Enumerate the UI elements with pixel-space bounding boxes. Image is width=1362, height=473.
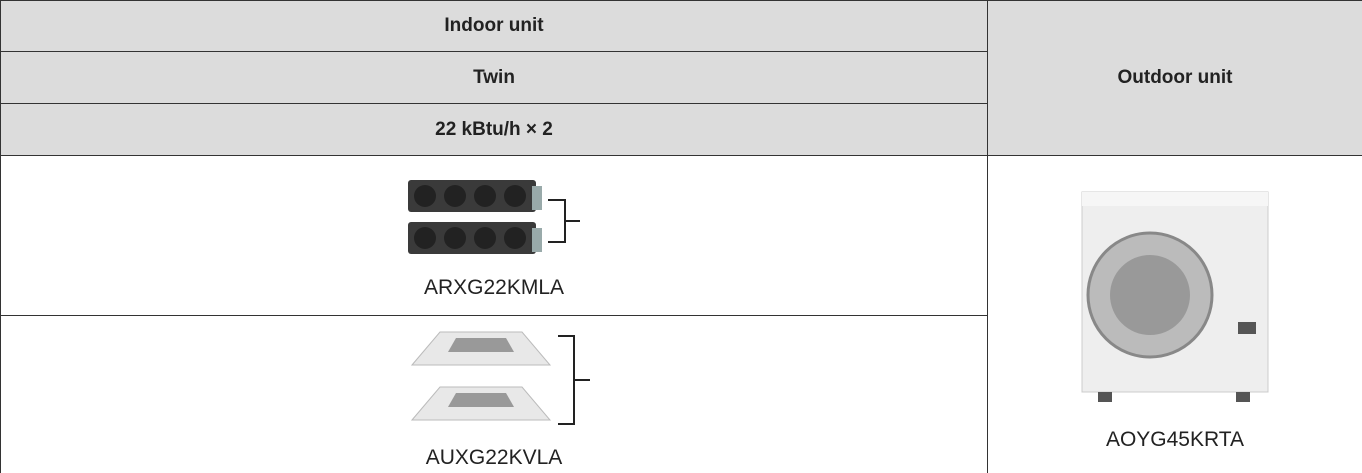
cassette-unit-icon [410,331,590,425]
row-cell [0,316,988,473]
header-type: Twin [0,51,988,103]
header-text: Twin [473,66,515,88]
model-label: AUXG22KVLA [425,446,563,469]
header-text: Indoor unit [444,15,544,36]
header-outdoor: Outdoor unit [988,0,1362,156]
header-indoor: Indoor unit [0,0,988,51]
header-text: 22 kBtu/h × 2 [435,118,553,140]
outdoor-unit-icon [1081,191,1269,402]
model-label: AOYG45KRTA [1105,428,1245,451]
header-capacity: 22 kBtu/h × 2 [0,103,988,156]
header-text: Outdoor unit [1117,67,1233,88]
model-label: ARXG22KMLA [423,276,565,299]
ducted-unit-icon [408,180,580,254]
row-cell [0,156,988,316]
